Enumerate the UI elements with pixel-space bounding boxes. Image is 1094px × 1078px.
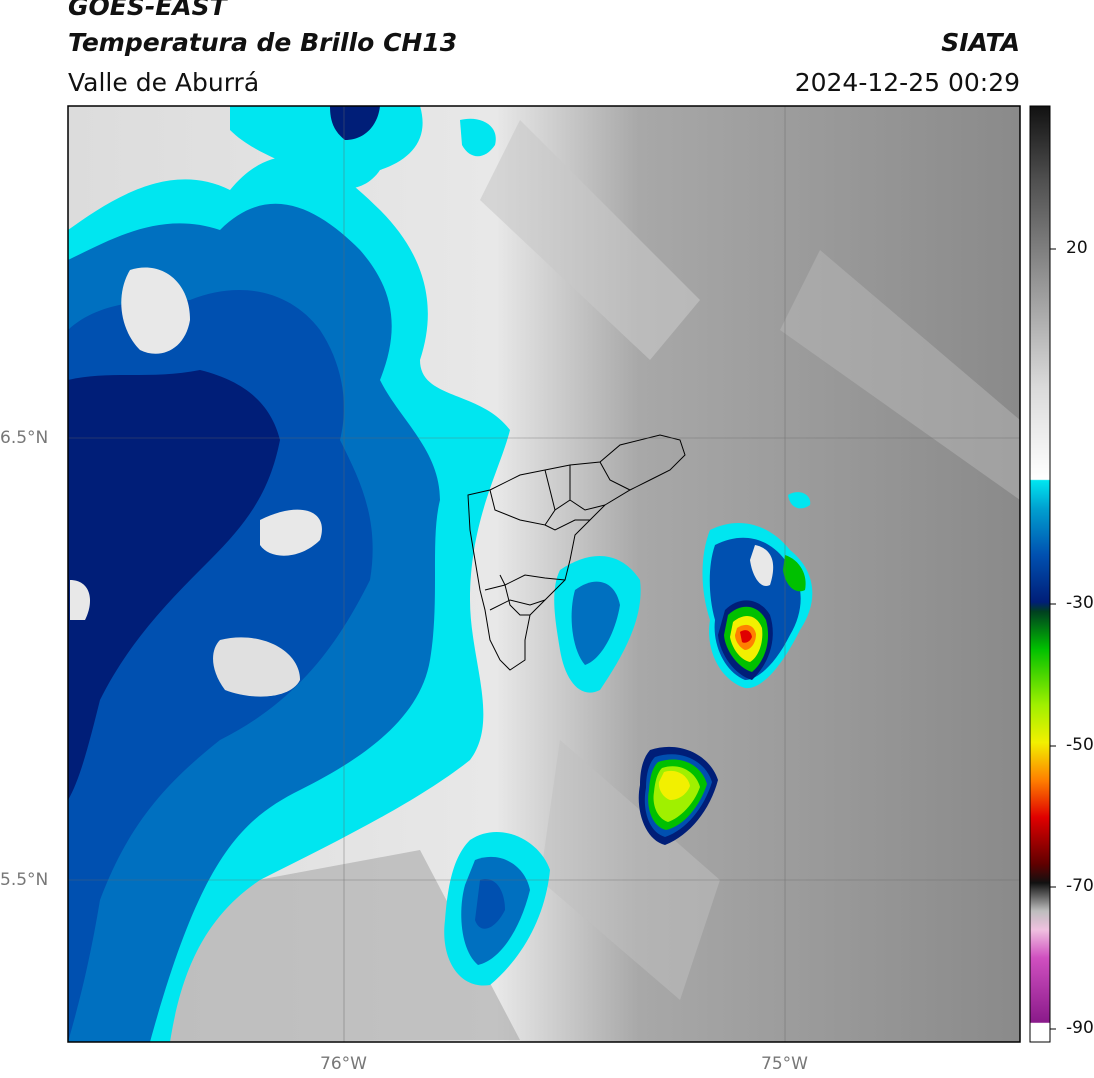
organization-label: SIATA bbox=[941, 28, 1020, 57]
cold-cloud-west bbox=[68, 156, 510, 1042]
map-frame bbox=[67, 105, 1021, 1043]
colorbar-scale bbox=[1029, 105, 1051, 1043]
municipal-boundaries bbox=[467, 434, 686, 671]
lat-label-6-5: 6.5°N bbox=[0, 428, 49, 448]
gray-cloud-texture bbox=[150, 850, 520, 1042]
satellite-title: GOES-EAST bbox=[68, 0, 227, 21]
lon-label-76: 76°W bbox=[320, 1054, 367, 1074]
gray-cloud-texture bbox=[480, 120, 700, 360]
colorbar-label-20: 20 bbox=[1066, 238, 1088, 258]
lat-label-5-5: 5.5°N bbox=[0, 870, 49, 890]
cold-cloud-central bbox=[554, 556, 641, 693]
timestamp-label: 2024-12-25 00:29 bbox=[794, 68, 1020, 97]
region-label: Valle de Aburrá bbox=[68, 68, 260, 97]
gray-cloud-texture bbox=[540, 740, 720, 1000]
storm-cell-southeast bbox=[638, 746, 718, 845]
colorbar-label-minus30: -30 bbox=[1066, 593, 1094, 613]
colorbar bbox=[1029, 105, 1056, 1043]
gray-cloud-texture bbox=[780, 250, 1020, 500]
colorbar-label-minus90: -90 bbox=[1066, 1018, 1094, 1038]
cold-cloud-south bbox=[444, 831, 550, 986]
lon-label-75: 75°W bbox=[761, 1054, 808, 1074]
colorbar-label-minus50: -50 bbox=[1066, 735, 1094, 755]
colorbar-label-minus70: -70 bbox=[1066, 876, 1094, 896]
gridlines bbox=[68, 106, 1020, 1042]
cold-cloud-north bbox=[230, 106, 496, 189]
product-title: Temperatura de Brillo CH13 bbox=[68, 28, 458, 57]
